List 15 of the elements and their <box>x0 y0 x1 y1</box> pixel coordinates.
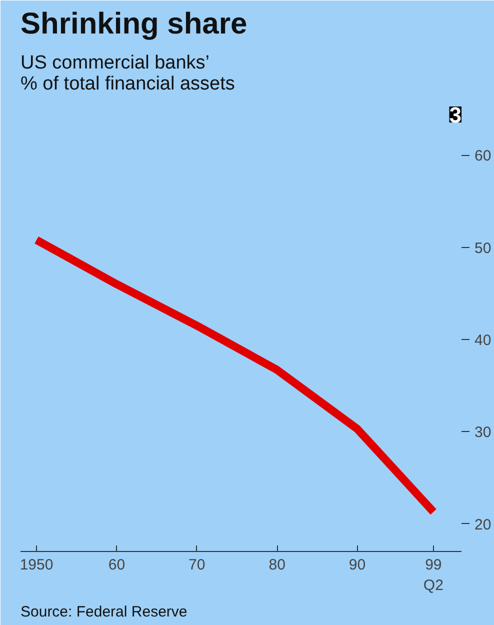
x-tick-label: 80 <box>268 556 286 574</box>
x-tick-label: 70 <box>188 556 206 574</box>
source-note: Source: Federal Reserve <box>20 604 188 620</box>
x-tick-label: 90 <box>348 556 366 574</box>
y-tick-label: 60 <box>474 148 492 165</box>
chart-title: Shrinking share <box>20 8 248 40</box>
y-tick-label: 30 <box>474 424 492 442</box>
y-tick-label: 40 <box>474 332 492 349</box>
chart-subtitle: US commercial banks’ % of total financial assets <box>20 52 235 94</box>
y-tick-label: 50 <box>474 240 492 257</box>
y-tick-label: 20 <box>474 516 492 534</box>
x-tick-label: 99 Q2 <box>423 556 444 594</box>
x-tick-label: 60 <box>108 556 126 574</box>
text: 3 <box>449 102 462 128</box>
x-tick-label: 1950 <box>20 556 54 574</box>
